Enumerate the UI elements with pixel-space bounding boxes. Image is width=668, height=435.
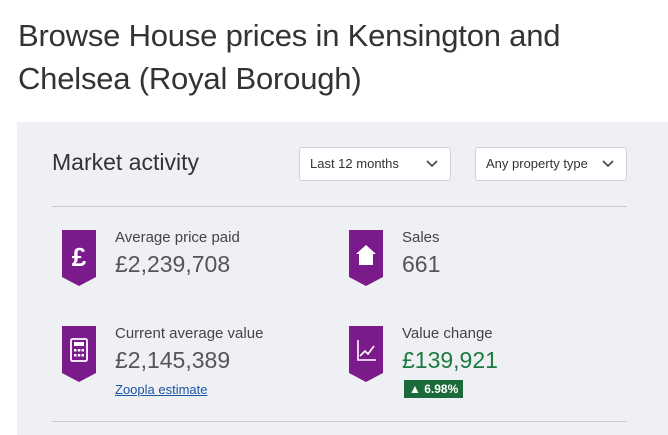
divider xyxy=(52,421,627,422)
market-activity-panel: Market activity Last 12 months Any prope… xyxy=(17,122,668,435)
line-chart-icon xyxy=(349,326,383,382)
stat-label: Current average value xyxy=(115,325,264,342)
stat-label: Sales xyxy=(402,229,440,246)
calculator-icon xyxy=(62,326,96,382)
period-select[interactable]: Last 12 months xyxy=(299,147,451,181)
stat-value: £2,239,708 xyxy=(115,251,231,277)
svg-text:£: £ xyxy=(72,242,87,272)
zoopla-estimate-link[interactable]: Zoopla estimate xyxy=(115,382,208,397)
chevron-down-icon xyxy=(602,160,614,168)
period-select-value: Last 12 months xyxy=(310,156,399,171)
stat-label: Value change xyxy=(402,325,493,342)
market-activity-title: Market activity xyxy=(52,149,199,175)
property-type-select-value: Any property type xyxy=(486,156,588,171)
pound-icon: £ xyxy=(62,230,96,286)
property-type-select[interactable]: Any property type xyxy=(475,147,627,181)
stat-label: Average price paid xyxy=(115,229,240,246)
house-icon xyxy=(349,230,383,286)
page-title: Browse House prices in Kensington and Ch… xyxy=(18,18,561,96)
chevron-down-icon xyxy=(426,160,438,168)
stat-value: £2,145,389 xyxy=(115,347,231,373)
stat-value: £139,921 xyxy=(402,347,498,373)
stat-value: 661 xyxy=(402,251,441,277)
divider xyxy=(52,206,627,207)
change-percent-badge: ▲ 6.98% xyxy=(404,380,464,398)
